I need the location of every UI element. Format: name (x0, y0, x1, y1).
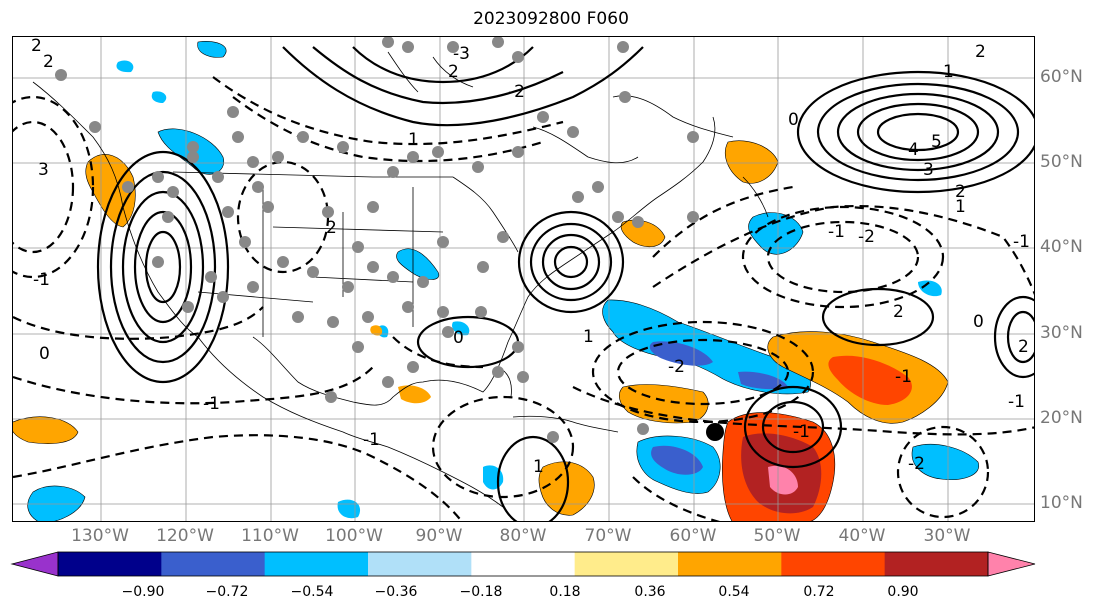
storm-center-marker (706, 423, 724, 441)
contour-label: 0 (39, 344, 50, 364)
contour-label: 2 (448, 62, 459, 82)
contour-label: 2 (31, 37, 42, 56)
contour-label: -1 (203, 394, 220, 414)
lon-label: 110°W (241, 526, 299, 546)
lat-label: 20°N (1040, 408, 1083, 428)
contour-label: 1 (408, 130, 419, 150)
lon-label: 80°W (499, 526, 547, 546)
colorbar-low-extend (10, 551, 59, 577)
colorbar-tick-label: 0.36 (634, 584, 666, 600)
colorbar-frame (57, 551, 989, 577)
colorbar-segments (58, 552, 989, 576)
contour-label: 3 (923, 160, 934, 180)
lat-label: 60°N (1040, 67, 1083, 87)
lat-label: 50°N (1040, 152, 1083, 172)
colorbar-segment (161, 552, 266, 576)
lon-label: 50°W (753, 526, 801, 546)
contour-label: 0 (453, 328, 464, 348)
weather-map: 2 2 3 -1 2 1 -3 -2 0 -1 1 -2 0 -1 5 4 3 … (12, 36, 1035, 522)
contour-label: -1 (363, 430, 380, 450)
contour-label: -1 (1008, 392, 1025, 412)
map-title: 2023092800 F060 (473, 9, 629, 29)
contour-label: 2 (893, 302, 904, 322)
contour-label: 0 (973, 312, 984, 332)
colorbar-segment (368, 552, 472, 576)
contour-label: 2 (326, 218, 337, 238)
contour-label: 0 (788, 110, 799, 130)
lon-label: 90°W (415, 526, 463, 546)
colorbar-tick-label: −0.72 (205, 584, 249, 600)
contour-label: -2 (858, 227, 875, 247)
contour-label: -2 (668, 357, 685, 377)
colorbar-tick-label: 0.54 (718, 584, 750, 600)
contour-label: 2 (975, 42, 986, 62)
negative-shading (27, 41, 980, 521)
colorbar-segment (781, 552, 886, 576)
lat-label: 10°N (1040, 493, 1083, 513)
lon-label: 30°W (923, 526, 971, 546)
colorbar-high-extend (987, 551, 1036, 577)
contour-label: -3 (453, 44, 470, 64)
lon-label: 130°W (71, 526, 129, 546)
contour-label: -1 (828, 222, 845, 242)
contour-label: 3 (38, 160, 49, 180)
colorbar-tick-label: 0.72 (803, 584, 835, 600)
contour-label: -1 (1013, 232, 1030, 252)
contour-label: 2 (43, 52, 54, 72)
colorbar-segment (574, 552, 679, 576)
coastlines (32, 51, 769, 508)
solid-contours (96, 46, 1034, 521)
colorbar-segment (678, 552, 782, 576)
contour-label: -1 (33, 270, 50, 290)
lat-lon-grid (13, 37, 1034, 521)
contour-label: -1 (793, 422, 810, 442)
contour-label: 1 (955, 197, 966, 217)
lon-label: 70°W (584, 526, 632, 546)
colorbar-segment (264, 552, 369, 576)
contour-label: 2 (955, 182, 966, 202)
contour-label: 5 (931, 132, 942, 152)
contour-labels: 2 2 3 -1 2 1 -3 -2 0 -1 1 -2 0 -1 5 4 3 … (31, 37, 1030, 477)
colorbar-tick-label: −0.90 (121, 584, 165, 600)
lon-label: 60°W (669, 526, 717, 546)
lat-label: 30°N (1040, 323, 1083, 343)
lon-label: 40°W (838, 526, 886, 546)
lon-label: 100°W (325, 526, 383, 546)
contour-label: 1 (533, 457, 544, 477)
contour-label: 1 (943, 62, 954, 82)
colorbar-tick-label: −0.18 (459, 584, 503, 600)
colorbar-tick-label: −0.54 (290, 584, 334, 600)
contour-label: 2 (1018, 337, 1029, 357)
contour-label: -2 (508, 82, 525, 102)
colorbar-segment (884, 552, 989, 576)
colorbar (10, 551, 1036, 577)
colorbar-segment (471, 552, 576, 576)
contour-label: 4 (908, 140, 919, 160)
colorbar-tick-label: −0.36 (374, 584, 418, 600)
colorbar-segment (58, 552, 162, 576)
contour-label: 1 (583, 327, 594, 347)
station-markers (55, 37, 699, 443)
lat-label: 40°N (1040, 237, 1083, 257)
dashed-contours (13, 76, 1034, 521)
contour-label: -2 (908, 454, 925, 474)
map-canvas: 2 2 3 -1 2 1 -3 -2 0 -1 1 -2 0 -1 5 4 3 … (13, 37, 1034, 521)
lon-label: 120°W (156, 526, 214, 546)
contour-label: -1 (895, 367, 912, 387)
colorbar-tick-label: 0.18 (549, 584, 581, 600)
colorbar-tick-label: 0.90 (887, 584, 919, 600)
